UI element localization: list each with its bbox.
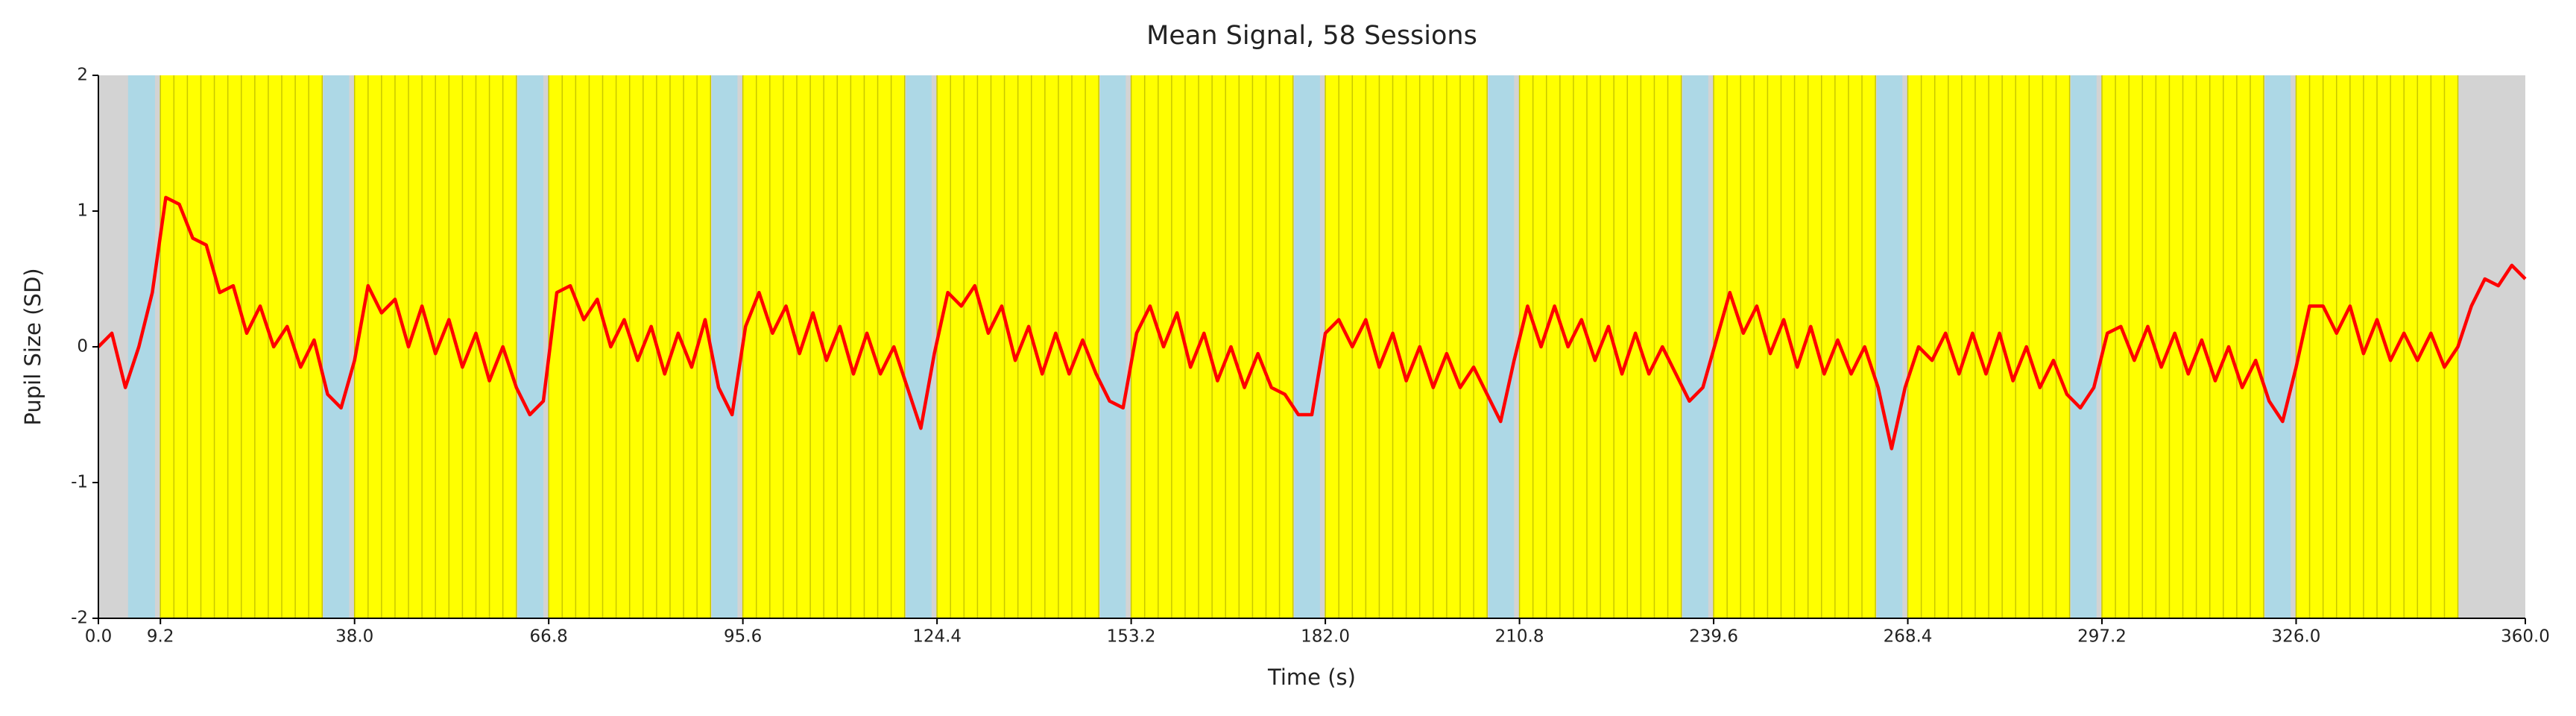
shaded-region xyxy=(712,75,738,618)
x-tick-label: 326.0 xyxy=(2272,627,2321,647)
shaded-region xyxy=(127,75,155,618)
x-tick-label: 0.0 xyxy=(85,627,113,647)
x-tick-label: 38.0 xyxy=(335,627,373,647)
shaded-region xyxy=(1294,75,1320,618)
shaded-region xyxy=(1100,75,1126,618)
y-tick-label: 2 xyxy=(77,66,88,85)
shaded-region xyxy=(2264,75,2291,618)
shaded-region xyxy=(2071,75,2097,618)
x-tick-label: 360.0 xyxy=(2501,627,2550,647)
x-tick-label: 182.0 xyxy=(1301,627,1350,647)
x-tick-label: 95.6 xyxy=(724,627,762,647)
x-tick-label: 297.2 xyxy=(2077,627,2127,647)
shaded-region xyxy=(323,75,350,618)
shaded-region xyxy=(1488,75,1515,618)
x-tick-label: 268.4 xyxy=(1884,627,1933,647)
shaded-region xyxy=(1682,75,1708,618)
y-tick-label: 0 xyxy=(77,337,88,357)
chart-title: Mean Signal, 58 Sessions xyxy=(1146,21,1477,51)
x-tick-label: 124.4 xyxy=(912,627,962,647)
x-tick-label: 153.2 xyxy=(1107,627,1156,647)
y-tick-label: -1 xyxy=(71,473,88,492)
data-line xyxy=(97,195,2527,450)
shaded-region xyxy=(1876,75,1903,618)
y-tick-label: -2 xyxy=(71,609,88,628)
x-tick-label: 210.8 xyxy=(1495,627,1544,647)
y-tick-label: 1 xyxy=(77,201,88,221)
x-tick-label: 239.6 xyxy=(1689,627,1738,647)
x-axis-label: Time (s) xyxy=(1267,665,1356,690)
x-tick-label: 66.8 xyxy=(530,627,568,647)
shaded-region xyxy=(906,75,932,618)
y-axis-label: Pupil Size (SD) xyxy=(20,268,45,425)
shaded-region xyxy=(517,75,543,618)
x-tick-label: 9.2 xyxy=(147,627,174,647)
